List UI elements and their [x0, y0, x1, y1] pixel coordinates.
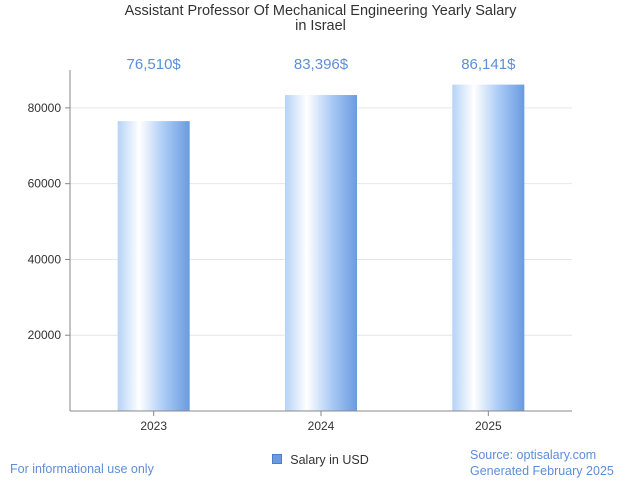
legend-swatch: [272, 454, 283, 464]
source-link[interactable]: Source: optisalary.com: [470, 448, 597, 462]
legend-label: Salary in USD: [290, 453, 369, 467]
legend: Salary in USD: [0, 453, 641, 467]
x-tick-label: 2025: [475, 419, 502, 433]
chart-title-line-2: in Israel: [295, 18, 346, 34]
y-tick-label: 40000: [28, 252, 62, 266]
data-label: 83,396$: [294, 56, 349, 73]
y-tick-label: 80000: [28, 101, 62, 115]
bar-2024: [285, 95, 357, 411]
x-tick-label: 2024: [308, 419, 335, 433]
y-tick-label: 20000: [28, 328, 62, 342]
chart-title-line-1: Assistant Professor Of Mechanical Engine…: [124, 3, 517, 19]
disclaimer-note: For informational use only: [10, 462, 154, 476]
chart-title: Assistant Professor Of Mechanical Engine…: [0, 4, 641, 34]
data-label: 86,141$: [461, 56, 516, 73]
bar-2023: [117, 121, 190, 411]
generated-date: Generated February 2025: [470, 464, 614, 478]
data-label: 76,510$: [127, 56, 182, 73]
x-tick-label: 2023: [140, 419, 167, 433]
source-info: Source: optisalary.com Generated Februar…: [470, 447, 614, 479]
y-tick-label: 60000: [28, 177, 62, 191]
bar-2025: [452, 84, 525, 411]
